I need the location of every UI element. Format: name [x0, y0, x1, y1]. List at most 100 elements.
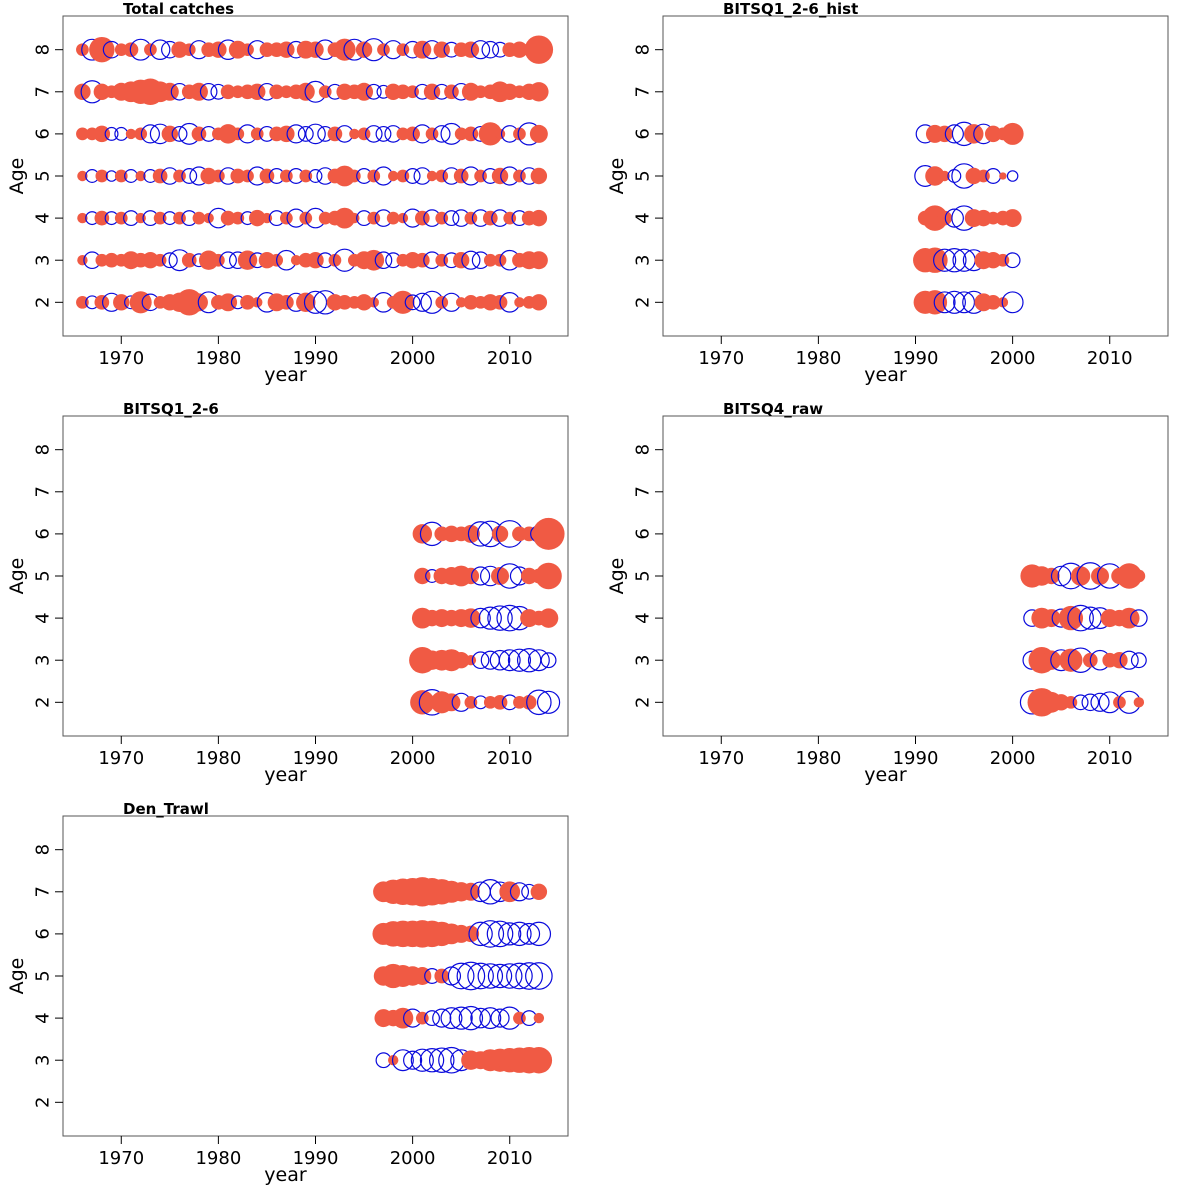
residual-bubble-negative [1004, 252, 1021, 269]
x-tick-label: 1980 [795, 348, 841, 369]
residual-bubble-negative [498, 649, 521, 672]
residual-bubble-positive [462, 567, 480, 585]
y-axis-title: Age [606, 158, 628, 195]
residual-bubble-positive [182, 43, 196, 57]
residual-bubble-positive [290, 255, 302, 266]
residual-bubble-positive [355, 41, 373, 58]
residual-bubble-positive [452, 652, 470, 669]
residual-bubble-negative [490, 1008, 510, 1028]
residual-bubble-positive [220, 84, 236, 100]
residual-bubble-negative [1006, 170, 1019, 182]
residual-bubble-negative [527, 649, 550, 672]
residual-bubble-negative [467, 962, 494, 990]
y-tick-label: 2 [633, 697, 654, 708]
y-tick-label: 3 [633, 254, 654, 265]
residual-bubble-positive [328, 253, 342, 267]
residual-bubble-positive [230, 168, 246, 184]
residual-bubble-negative [410, 1048, 434, 1072]
residual-bubble-positive [984, 252, 1002, 269]
x-tick-label: 2000 [390, 1148, 436, 1169]
residual-bubble-positive [478, 122, 502, 146]
residual-bubble-positive [1116, 563, 1142, 589]
residual-bubble-positive [367, 169, 381, 183]
residual-bubble-negative [944, 208, 964, 228]
residual-bubble-positive [200, 167, 217, 185]
residual-bubble-negative [365, 83, 382, 100]
residual-bubble-negative [458, 1005, 484, 1031]
residual-bubble-negative [428, 1047, 455, 1073]
residual-bubble-positive [511, 41, 528, 58]
residual-bubble-positive [192, 211, 206, 225]
residual-bubble-positive [76, 295, 89, 309]
residual-bubble-positive [386, 211, 400, 225]
residual-bubble-positive [93, 83, 111, 100]
residual-bubble-positive [483, 253, 497, 267]
residual-bubble-positive [334, 207, 356, 229]
residual-bubble-positive [936, 125, 953, 143]
residual-bubble-positive [513, 127, 526, 141]
residual-bubble-negative [161, 252, 178, 269]
residual-bubble-positive [279, 294, 294, 310]
y-tick-label: 5 [633, 170, 654, 181]
residual-bubble-negative [487, 605, 513, 631]
plot-frame [662, 15, 1169, 337]
residual-bubble-negative [104, 126, 119, 141]
residual-bubble-negative [456, 961, 486, 991]
residual-bubble-positive [77, 170, 88, 182]
x-axis-title: year [264, 364, 307, 386]
y-axis-title: Age [606, 558, 628, 595]
residual-bubble-negative [942, 290, 966, 314]
y-axis-title: Age [6, 958, 28, 995]
x-tick-label: 2010 [487, 1148, 533, 1169]
residual-bubble-positive [405, 126, 420, 142]
y-tick-label: 5 [33, 170, 54, 181]
residual-bubble-negative [171, 125, 188, 142]
residual-bubble-positive [327, 126, 343, 142]
residual-bubble-negative [1130, 609, 1148, 627]
y-tick-label: 8 [633, 44, 654, 55]
residual-bubble-negative [933, 248, 957, 272]
y-tick-label: 3 [633, 654, 654, 665]
residual-bubble-positive [349, 128, 360, 140]
residual-bubble-positive [452, 252, 470, 269]
residual-bubble-positive [530, 167, 548, 185]
residual-bubble-positive [1111, 652, 1128, 669]
residual-bubble-negative [1090, 692, 1110, 712]
residual-bubble-positive [462, 925, 480, 943]
y-tick-label: 7 [33, 86, 54, 97]
residual-bubble-positive [296, 292, 316, 313]
residual-bubble-negative [470, 607, 491, 629]
residual-bubble-positive [414, 210, 430, 226]
y-axis-title: Age [6, 558, 28, 595]
residual-bubble-positive [269, 84, 284, 100]
residual-bubble-positive [463, 294, 479, 310]
residual-bubble-positive [241, 169, 254, 183]
panel-1: 1970 1980 1990 2000 2010 2 3 4 5 6 7 8 year Age Total … [6, 0, 569, 386]
y-tick-label: 7 [33, 486, 54, 497]
residual-bubble-negative [507, 921, 532, 947]
residual-bubble-negative [526, 689, 552, 716]
residual-bubble-positive [499, 881, 521, 903]
residual-bubble-positive [414, 567, 431, 585]
residual-bubble-positive [76, 127, 89, 141]
residual-bubble-positive [984, 125, 1002, 143]
residual-bubble-negative [498, 922, 522, 946]
x-tick-label: 1990 [893, 748, 939, 769]
y-tick-label: 5 [633, 570, 654, 581]
residual-bubble-positive [453, 168, 469, 184]
residual-bubble-negative [1050, 565, 1072, 587]
residual-bubble-positive [333, 38, 356, 61]
residual-bubble-positive [142, 252, 159, 269]
residual-bubble-negative [526, 921, 552, 947]
residual-bubble-positive [491, 567, 510, 585]
residual-bubble-negative [140, 124, 160, 144]
residual-bubble-positive [95, 169, 109, 183]
residual-bubble-positive [391, 290, 415, 314]
residual-bubble-negative [443, 210, 460, 227]
residual-bubble-positive [985, 294, 1001, 310]
residual-bubble-negative [403, 1050, 423, 1070]
residual-bubble-positive [212, 253, 225, 267]
residual-bubble-negative [419, 1048, 445, 1073]
residual-bubble-positive [529, 251, 548, 270]
panel-title: BITSQ1_2-6 [123, 400, 219, 418]
